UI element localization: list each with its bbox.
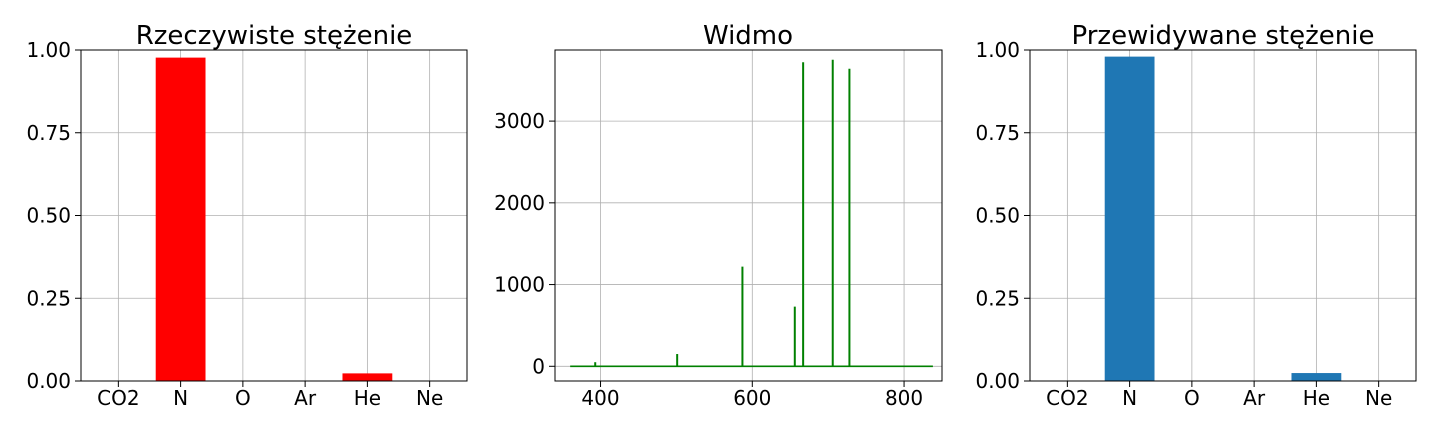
tick-label-y: 0.50 [26,204,71,228]
tick-label-x: O [235,386,251,410]
tick-label-y: 1000 [494,273,545,297]
tick-label-x: He [1303,386,1330,410]
tick-label-y: 2000 [494,191,545,215]
chart-title: Widmo [703,21,793,51]
tick-label-x: Ar [1243,386,1266,410]
bar-n [1104,56,1155,382]
tick-label-x: 600 [733,386,771,410]
tick-label-x: N [173,386,188,410]
tick-label-x: 400 [581,386,619,410]
plot-frame [1029,49,1417,382]
tick-label-y: 0.00 [26,369,71,393]
tick-label-x: CO2 [97,386,139,410]
bar-he [1291,373,1342,381]
actual-concentration-chart: Rzeczywiste stężenie 0.00 0.25 0.50 0.75 1.0… [26,21,468,410]
tick-label-y: 0.00 [975,369,1020,393]
predicted-concentration-chart: Przewidywane stężenie 0.00 0.25 0.50 0.75 1.… [975,21,1417,410]
tick-label-y: 0.75 [26,121,71,145]
chart-title: Przewidywane stężenie [1072,21,1375,51]
tick-label-y: 0 [532,354,545,378]
bar-he [342,373,393,381]
spectrum-chart: Widmo 0 1000 2000 3000 400 600 800 [494,21,943,410]
bar-n [155,57,206,381]
tick-label-x: CO2 [1046,386,1088,410]
tick-label-x: 800 [885,386,923,410]
tick-label-y: 1.00 [975,38,1020,62]
tick-label-y: 1.00 [26,38,71,62]
tick-label-x: Ne [416,386,443,410]
tick-label-y: 0.75 [975,121,1020,145]
tick-label-x: Ar [294,386,317,410]
plot-frame [554,49,943,382]
tick-label-y: 0.25 [26,286,71,310]
tick-label-x: O [1184,386,1200,410]
tick-label-x: He [354,386,381,410]
plot-frame [80,49,468,382]
tick-label-x: Ne [1365,386,1392,410]
tick-label-y: 0.25 [975,286,1020,310]
tick-label-y: 3000 [494,109,545,133]
tick-label-y: 0.50 [975,204,1020,228]
chart-title: Rzeczywiste stężenie [136,21,413,51]
tick-label-x: N [1122,386,1137,410]
